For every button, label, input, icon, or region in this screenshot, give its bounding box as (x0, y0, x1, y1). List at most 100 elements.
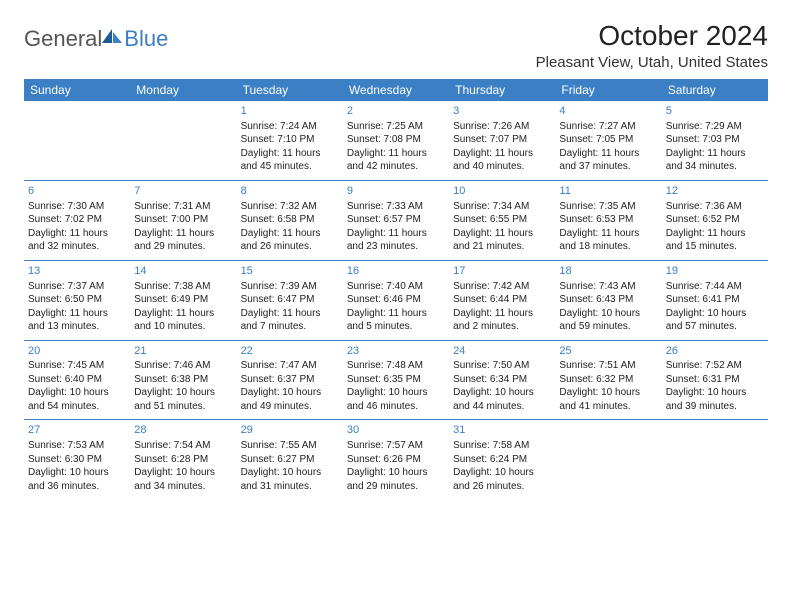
day-number: 20 (28, 344, 126, 359)
day-number: 5 (666, 104, 764, 119)
daylight-line-1: Daylight: 10 hours (347, 386, 445, 400)
daylight-line-1: Daylight: 11 hours (28, 307, 126, 321)
day-number: 29 (241, 423, 339, 438)
day-cell: 17Sunrise: 7:42 AMSunset: 6:44 PMDayligh… (449, 260, 555, 340)
sunrise-line: Sunrise: 7:24 AM (241, 120, 339, 134)
sunset-line: Sunset: 6:38 PM (134, 373, 232, 387)
daylight-line-1: Daylight: 11 hours (241, 227, 339, 241)
sunrise-line: Sunrise: 7:42 AM (453, 280, 551, 294)
day-cell: 20Sunrise: 7:45 AMSunset: 6:40 PMDayligh… (24, 340, 130, 420)
day-cell: 12Sunrise: 7:36 AMSunset: 6:52 PMDayligh… (662, 180, 768, 260)
weekday-header: Tuesday (237, 79, 343, 101)
day-number: 6 (28, 184, 126, 199)
weekday-header-row: SundayMondayTuesdayWednesdayThursdayFrid… (24, 79, 768, 101)
location: Pleasant View, Utah, United States (536, 54, 768, 71)
daylight-line-2: and 59 minutes. (559, 320, 657, 334)
logo-text-blue: Blue (124, 26, 168, 52)
weekday-header: Saturday (662, 79, 768, 101)
daylight-line-2: and 10 minutes. (134, 320, 232, 334)
logo-text-general: General (24, 26, 102, 52)
sunrise-line: Sunrise: 7:31 AM (134, 200, 232, 214)
sunset-line: Sunset: 7:02 PM (28, 213, 126, 227)
sunrise-line: Sunrise: 7:37 AM (28, 280, 126, 294)
weekday-header: Monday (130, 79, 236, 101)
week-row: 20Sunrise: 7:45 AMSunset: 6:40 PMDayligh… (24, 340, 768, 420)
daylight-line-2: and 37 minutes. (559, 160, 657, 174)
daylight-line-2: and 41 minutes. (559, 400, 657, 414)
daylight-line-1: Daylight: 10 hours (666, 386, 764, 400)
day-cell: 5Sunrise: 7:29 AMSunset: 7:03 PMDaylight… (662, 101, 768, 180)
day-cell: 29Sunrise: 7:55 AMSunset: 6:27 PMDayligh… (237, 419, 343, 499)
day-cell: 19Sunrise: 7:44 AMSunset: 6:41 PMDayligh… (662, 260, 768, 340)
sunset-line: Sunset: 6:24 PM (453, 453, 551, 467)
sunrise-line: Sunrise: 7:55 AM (241, 439, 339, 453)
header: General Blue October 2024 Pleasant View,… (24, 20, 768, 71)
day-number: 7 (134, 184, 232, 199)
day-cell: 25Sunrise: 7:51 AMSunset: 6:32 PMDayligh… (555, 340, 661, 420)
daylight-line-1: Daylight: 10 hours (241, 386, 339, 400)
sunset-line: Sunset: 6:53 PM (559, 213, 657, 227)
sunrise-line: Sunrise: 7:45 AM (28, 359, 126, 373)
sunset-line: Sunset: 6:34 PM (453, 373, 551, 387)
daylight-line-1: Daylight: 10 hours (134, 466, 232, 480)
day-cell: 7Sunrise: 7:31 AMSunset: 7:00 PMDaylight… (130, 180, 236, 260)
daylight-line-2: and 51 minutes. (134, 400, 232, 414)
day-number: 24 (453, 344, 551, 359)
daylight-line-2: and 44 minutes. (453, 400, 551, 414)
sunrise-line: Sunrise: 7:36 AM (666, 200, 764, 214)
day-number: 15 (241, 264, 339, 279)
day-number: 19 (666, 264, 764, 279)
sunrise-line: Sunrise: 7:48 AM (347, 359, 445, 373)
day-cell: 30Sunrise: 7:57 AMSunset: 6:26 PMDayligh… (343, 419, 449, 499)
daylight-line-2: and 13 minutes. (28, 320, 126, 334)
weeks-container: 1Sunrise: 7:24 AMSunset: 7:10 PMDaylight… (24, 101, 768, 499)
daylight-line-1: Daylight: 11 hours (241, 147, 339, 161)
sunrise-line: Sunrise: 7:39 AM (241, 280, 339, 294)
daylight-line-2: and 42 minutes. (347, 160, 445, 174)
daylight-line-2: and 40 minutes. (453, 160, 551, 174)
day-cell: 1Sunrise: 7:24 AMSunset: 7:10 PMDaylight… (237, 101, 343, 180)
title-block: October 2024 Pleasant View, Utah, United… (536, 20, 768, 71)
sunset-line: Sunset: 6:31 PM (666, 373, 764, 387)
daylight-line-1: Daylight: 11 hours (559, 147, 657, 161)
sunset-line: Sunset: 6:43 PM (559, 293, 657, 307)
sunrise-line: Sunrise: 7:33 AM (347, 200, 445, 214)
sunset-line: Sunset: 6:58 PM (241, 213, 339, 227)
daylight-line-1: Daylight: 11 hours (453, 147, 551, 161)
day-cell: 3Sunrise: 7:26 AMSunset: 7:07 PMDaylight… (449, 101, 555, 180)
day-number: 3 (453, 104, 551, 119)
daylight-line-2: and 15 minutes. (666, 240, 764, 254)
sunset-line: Sunset: 6:26 PM (347, 453, 445, 467)
daylight-line-1: Daylight: 11 hours (666, 227, 764, 241)
day-cell: 9Sunrise: 7:33 AMSunset: 6:57 PMDaylight… (343, 180, 449, 260)
daylight-line-2: and 34 minutes. (134, 480, 232, 494)
day-cell: 13Sunrise: 7:37 AMSunset: 6:50 PMDayligh… (24, 260, 130, 340)
weekday-header: Wednesday (343, 79, 449, 101)
sunrise-line: Sunrise: 7:51 AM (559, 359, 657, 373)
day-number: 30 (347, 423, 445, 438)
sunset-line: Sunset: 6:30 PM (28, 453, 126, 467)
sunrise-line: Sunrise: 7:52 AM (666, 359, 764, 373)
sunset-line: Sunset: 6:52 PM (666, 213, 764, 227)
sunrise-line: Sunrise: 7:44 AM (666, 280, 764, 294)
day-number: 18 (559, 264, 657, 279)
week-row: 27Sunrise: 7:53 AMSunset: 6:30 PMDayligh… (24, 419, 768, 499)
daylight-line-2: and 26 minutes. (241, 240, 339, 254)
daylight-line-2: and 54 minutes. (28, 400, 126, 414)
day-cell: 8Sunrise: 7:32 AMSunset: 6:58 PMDaylight… (237, 180, 343, 260)
weekday-header: Thursday (449, 79, 555, 101)
sunset-line: Sunset: 6:57 PM (347, 213, 445, 227)
daylight-line-1: Daylight: 11 hours (134, 307, 232, 321)
daylight-line-1: Daylight: 10 hours (347, 466, 445, 480)
sunset-line: Sunset: 7:00 PM (134, 213, 232, 227)
daylight-line-1: Daylight: 10 hours (666, 307, 764, 321)
daylight-line-1: Daylight: 11 hours (241, 307, 339, 321)
day-cell: 15Sunrise: 7:39 AMSunset: 6:47 PMDayligh… (237, 260, 343, 340)
logo-sail-icon (102, 29, 122, 43)
daylight-line-1: Daylight: 11 hours (559, 227, 657, 241)
daylight-line-1: Daylight: 10 hours (241, 466, 339, 480)
daylight-line-1: Daylight: 11 hours (134, 227, 232, 241)
sunset-line: Sunset: 6:49 PM (134, 293, 232, 307)
day-number: 28 (134, 423, 232, 438)
sunrise-line: Sunrise: 7:40 AM (347, 280, 445, 294)
